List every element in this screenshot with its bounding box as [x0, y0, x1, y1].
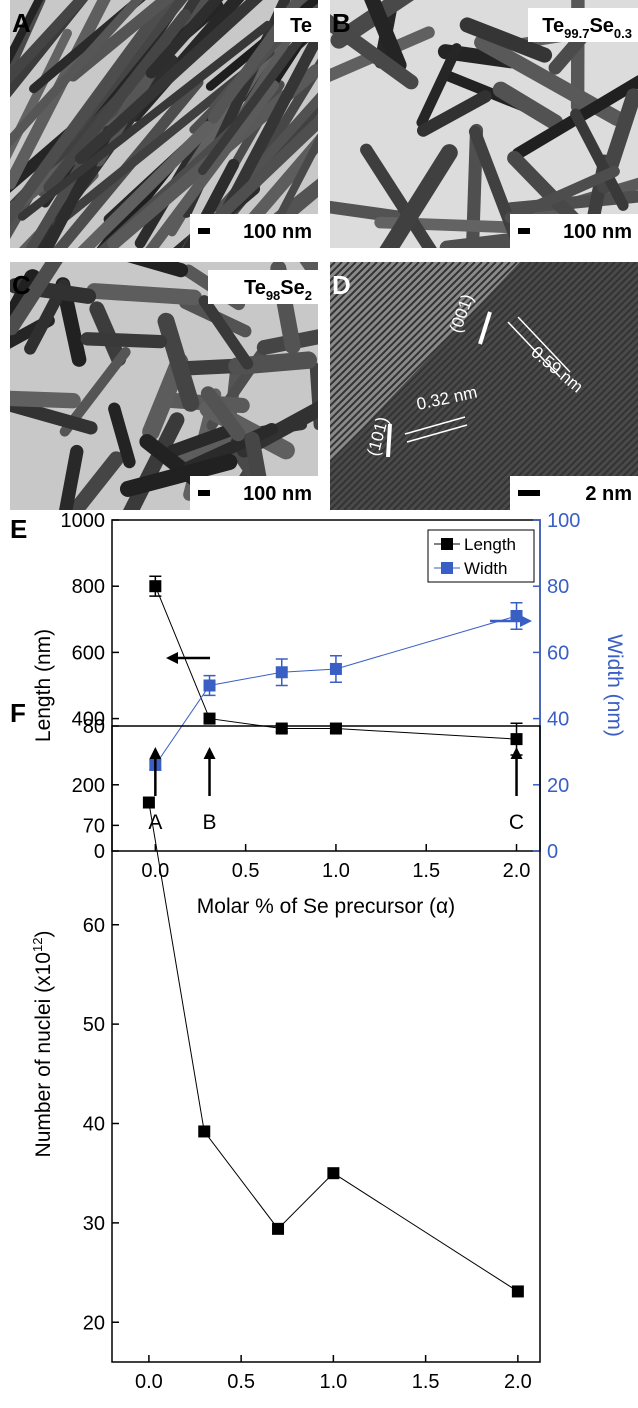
y2-tick-label: 40 — [547, 709, 569, 731]
nanorod — [472, 130, 477, 270]
x-axis-label: Molar % of Se precursor (α) — [197, 895, 455, 918]
label-part: 0.3 — [614, 26, 632, 41]
axis-arrowhead — [166, 652, 178, 664]
x-tick-label: 1.0 — [319, 1371, 347, 1393]
x-tick-label: 2.0 — [504, 1371, 532, 1393]
x-tick-label: 0.5 — [232, 860, 260, 882]
scale-label: 100 nm — [563, 221, 632, 243]
nanorod — [87, 339, 160, 342]
y2-axis-label: Width (nm) — [603, 634, 626, 737]
y2-tick-label: 80 — [547, 576, 569, 598]
data-point — [272, 1223, 284, 1235]
data-point — [204, 680, 216, 692]
data-point — [276, 666, 288, 678]
panel-letter: E — [10, 514, 27, 544]
annotation-arrowhead — [204, 747, 216, 759]
label-part: 98 — [266, 288, 280, 303]
label-part: Se — [280, 277, 304, 299]
panel-letter: B — [332, 8, 351, 38]
scale-bar — [518, 490, 540, 496]
legend-marker — [441, 538, 453, 550]
legend-label: Length — [464, 535, 516, 554]
y2-tick-label: 100 — [547, 510, 580, 532]
annotation-arrowhead — [149, 747, 161, 759]
y-tick-label: 40 — [83, 1114, 105, 1136]
y2-tick-label: 60 — [547, 642, 569, 664]
x-tick-label: 1.5 — [412, 1371, 440, 1393]
y-tick-label: 20 — [83, 1312, 105, 1334]
y-tick-label: 70 — [83, 815, 105, 837]
y-label-part: ) — [32, 931, 55, 938]
nanorod — [0, 397, 73, 401]
annotation-arrowhead — [511, 747, 523, 759]
label-part: Se — [589, 15, 613, 37]
label-part: Te — [244, 277, 266, 299]
y-tick-label: 60 — [83, 915, 105, 937]
scale-bar — [198, 490, 210, 496]
scale-label: 100 nm — [243, 221, 312, 243]
y-label-part: Number of nuclei (x10 — [32, 952, 55, 1157]
annotation: B — [203, 811, 217, 834]
y-label-part: 12 — [30, 938, 45, 952]
x-tick-label: 1.0 — [322, 860, 350, 882]
composition-label: Te — [290, 15, 312, 37]
panel-letter: C — [12, 270, 31, 300]
data-point — [143, 797, 155, 809]
label-part: Te — [542, 15, 564, 37]
scale-bar — [198, 228, 210, 234]
figure: ATe100 nmBTe99.7Se0.3100 nmCTe98Se2100 n… — [0, 0, 638, 1403]
data-point — [149, 580, 161, 592]
axis-arrowhead — [520, 615, 532, 627]
data-point — [276, 723, 288, 735]
annotation: C — [509, 811, 524, 834]
x-tick-label: 1.5 — [412, 860, 440, 882]
data-point — [198, 1125, 210, 1137]
y-axis-label: Length (nm) — [32, 629, 55, 742]
micrograph: C Te98Se2 100 nm — [0, 248, 357, 553]
legend-label: Width — [464, 559, 507, 578]
y-tick-label: 50 — [83, 1014, 105, 1036]
legend-marker — [441, 562, 453, 574]
label-part: Te — [290, 15, 312, 37]
y2-tick-label: 0 — [547, 841, 558, 863]
nanorod — [94, 291, 194, 297]
x-tick-label: 2.0 — [503, 860, 531, 882]
x-tick-label: 0.0 — [135, 1371, 163, 1393]
label-part: 99.7 — [564, 26, 589, 41]
panel-letter: F — [10, 698, 26, 728]
scale-label: 2 nm — [585, 483, 632, 505]
data-point — [511, 733, 523, 745]
label-part: 2 — [305, 288, 312, 303]
x-tick-label: 0.5 — [227, 1371, 255, 1393]
panel-letter: A — [12, 8, 31, 38]
data-point — [330, 663, 342, 675]
y-tick-label: 200 — [72, 775, 105, 797]
y-axis-label: Number of nuclei (x1012) — [30, 931, 55, 1158]
y-tick-label: 600 — [72, 642, 105, 664]
y-tick-label: 0 — [94, 841, 105, 863]
data-point — [512, 1285, 524, 1297]
scale-label: 100 nm — [243, 483, 312, 505]
data-point — [330, 723, 342, 735]
data-point — [327, 1167, 339, 1179]
plot-frame — [112, 726, 540, 1362]
y-tick-label: 800 — [72, 576, 105, 598]
y2-tick-label: 20 — [547, 775, 569, 797]
y-tick-label: 1000 — [61, 510, 106, 532]
x-tick-label: 0.0 — [141, 860, 169, 882]
data-point — [204, 713, 216, 725]
scale-bar — [518, 228, 530, 234]
y-tick-label: 30 — [83, 1213, 105, 1235]
y-tick-label: 80 — [83, 716, 105, 738]
panel-letter: D — [332, 270, 351, 300]
